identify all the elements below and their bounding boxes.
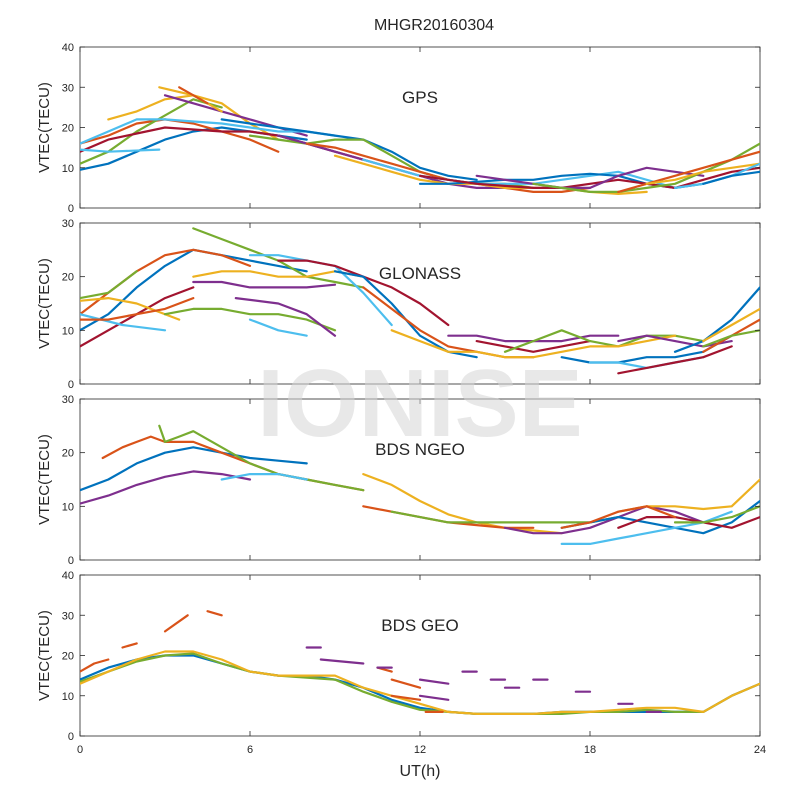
series-line	[220, 118, 478, 181]
y-tick-label: 10	[62, 325, 74, 337]
panel-3: 0 10 20 30 VTEC(TECU) BDS NGEO	[36, 394, 761, 567]
series-line	[80, 270, 138, 300]
y-tick-label: 0	[68, 731, 74, 743]
figure-title: MHGR20160304	[374, 17, 494, 34]
y-axis-label: VTEC(TECU)	[36, 82, 53, 173]
y-tick-label: 0	[68, 555, 74, 567]
y-tick-label: 20	[62, 651, 74, 663]
y-tick-label: 20	[62, 123, 74, 135]
panel-title: GPS	[402, 88, 438, 107]
series-line	[702, 170, 760, 185]
panel-title: BDS GEO	[381, 616, 458, 635]
series-line	[192, 280, 337, 289]
panel-2: 0 10 20 30 VTEC(TECU) GLONASS	[36, 218, 761, 391]
y-tick-label: 30	[62, 82, 74, 94]
series-line	[673, 505, 760, 524]
y-tick-label: 0	[68, 203, 74, 215]
series-line	[80, 650, 760, 716]
y-tick-label: 20	[62, 448, 74, 460]
series-line	[617, 345, 733, 375]
panel-title: GLONASS	[379, 264, 461, 283]
y-tick-label: 30	[62, 218, 74, 230]
series-line	[362, 473, 563, 535]
series-line	[178, 86, 209, 105]
series-line	[617, 334, 733, 348]
x-tick-label: 12	[414, 744, 426, 756]
x-tick-label: 18	[584, 744, 596, 756]
series-line	[234, 297, 337, 337]
series-line	[475, 166, 705, 189]
series-line	[80, 470, 252, 505]
plot-area	[79, 46, 761, 209]
y-tick-label: 0	[68, 379, 74, 391]
series-line	[418, 678, 450, 685]
series-line	[248, 318, 308, 337]
series-line	[390, 678, 422, 689]
y-tick-label: 40	[62, 42, 74, 54]
series-line	[532, 334, 677, 359]
series-line	[158, 424, 365, 492]
series-line	[206, 610, 223, 617]
series-line	[532, 142, 760, 193]
x-tick-label: 24	[754, 744, 766, 756]
series-line	[617, 515, 760, 529]
series-line	[80, 652, 760, 716]
series-group	[80, 227, 760, 375]
y-tick-label: 10	[62, 691, 74, 703]
series-line	[362, 158, 677, 189]
series-line	[163, 614, 189, 633]
series-line	[673, 286, 760, 353]
series-line	[645, 162, 760, 185]
series-line	[80, 148, 161, 153]
y-tick-label: 10	[62, 163, 74, 175]
panel-1: 0 10 20 30 40 VTEC(TECU) GPS	[36, 42, 761, 215]
y-tick-label: 40	[62, 570, 74, 582]
series-line	[220, 473, 308, 481]
series-line	[80, 118, 337, 145]
x-tick-label: 6	[247, 744, 253, 756]
series-line	[163, 307, 337, 332]
series-line	[390, 329, 535, 359]
panel-4: 0 10 20 30 40 0 6 12 18 24 VTEC(TECU) BDS GEO	[36, 570, 766, 756]
series-line	[503, 505, 705, 535]
series-line	[80, 98, 223, 165]
y-tick-label: 30	[62, 394, 74, 406]
y-axis-label: VTEC(TECU)	[36, 258, 53, 349]
series-line	[80, 313, 167, 332]
series-group	[80, 610, 760, 716]
series-line	[80, 658, 110, 673]
series-line	[80, 297, 181, 321]
series-line	[418, 166, 760, 189]
series-line	[121, 642, 138, 649]
y-tick-label: 20	[62, 272, 74, 284]
y-tick-label: 10	[62, 501, 74, 513]
series-line	[617, 150, 760, 193]
y-tick-label: 30	[62, 610, 74, 622]
panel-title: BDS NGEO	[375, 440, 465, 459]
series-group	[80, 86, 760, 195]
series-line	[390, 510, 620, 524]
series-line	[702, 329, 760, 348]
series-line	[80, 446, 308, 492]
series-line	[418, 694, 450, 701]
y-axis-label: VTEC(TECU)	[36, 434, 53, 525]
series-line	[475, 340, 592, 353]
series-line	[702, 307, 760, 343]
series-line	[560, 505, 677, 529]
x-axis-label: UT(h)	[400, 763, 441, 780]
series-line	[319, 658, 365, 665]
series-group	[80, 424, 760, 546]
y-axis-label: VTEC(TECU)	[36, 610, 53, 701]
series-line	[390, 694, 422, 701]
x-tick-label: 0	[77, 744, 83, 756]
watermark: IONISE	[257, 350, 582, 457]
series-line	[80, 297, 195, 321]
